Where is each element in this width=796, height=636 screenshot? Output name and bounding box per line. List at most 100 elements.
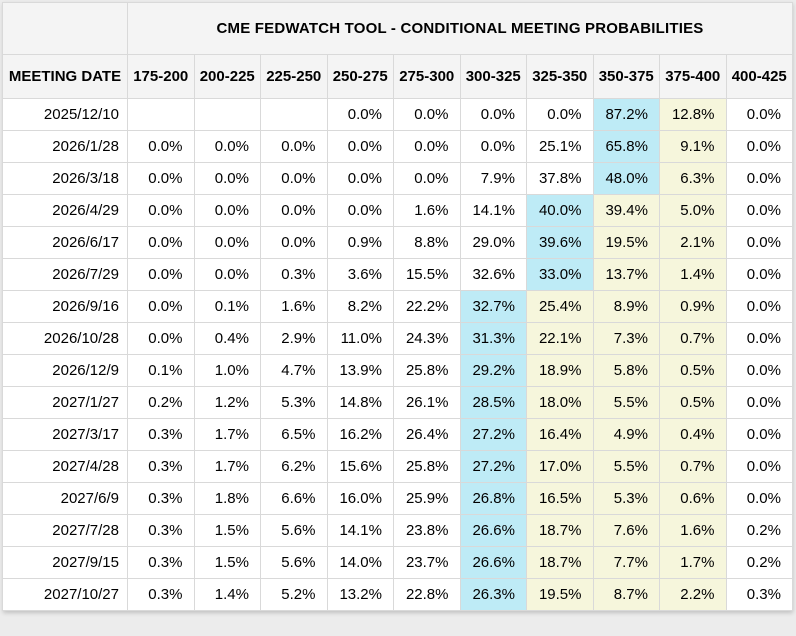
probability-cell: 0.0% [725,418,793,451]
probability-cell: 0.0% [127,258,195,291]
conditional-meeting-probabilities-table: CME FEDWATCH TOOL - CONDITIONAL MEETING … [2,2,793,611]
table-row: 2026/6/17 0.0% 0.0% 0.0% 0.9% 8.8% 29.0% 39.6% 1… [2,226,793,259]
rate-range-header: 175-200 [127,54,195,99]
probability-cell: 16.4% [526,418,594,451]
meeting-date-cell: 2026/12/9 [2,354,128,387]
table-row: 2026/1/28 0.0% 0.0% 0.0% 0.0% 0.0% 0.0% 25.1% 65… [2,130,793,163]
probability-cell: 0.0% [193,130,261,163]
probability-cell: 0.0% [725,162,793,195]
probability-cell [260,98,328,131]
meeting-date-cell: 2027/4/28 [2,450,128,483]
probability-cell: 31.3% [459,322,527,355]
probability-cell: 32.7% [459,290,527,323]
probability-cell: 1.4% [193,578,261,611]
meeting-date-cell: 2027/7/28 [2,514,128,547]
meeting-date-cell: 2027/6/9 [2,482,128,515]
probability-cell: 25.9% [393,482,461,515]
probability-cell: 13.9% [326,354,394,387]
probability-cell: 0.2% [725,546,793,579]
probability-cell: 1.5% [193,514,261,547]
probability-cell: 12.8% [659,98,727,131]
probability-cell: 0.2% [127,386,195,419]
probability-cell: 0.2% [725,514,793,547]
meeting-date-cell: 2025/12/10 [2,98,128,131]
meeting-date-cell: 2026/3/18 [2,162,128,195]
probability-cell: 0.0% [393,130,461,163]
rate-range-header: 275-300 [393,54,461,99]
probability-cell: 26.6% [459,514,527,547]
probability-cell: 4.9% [592,418,660,451]
probability-cell: 0.0% [127,290,195,323]
probability-cell: 1.7% [193,450,261,483]
probability-cell: 5.8% [592,354,660,387]
probability-cell: 0.0% [193,258,261,291]
probability-cell: 23.7% [393,546,461,579]
probability-cell: 14.1% [326,514,394,547]
probability-cell: 28.5% [459,386,527,419]
probability-cell: 18.7% [526,514,594,547]
table-row: 2026/4/29 0.0% 0.0% 0.0% 0.0% 1.6% 14.1% 40.0% 3… [2,194,793,227]
probability-cell: 5.5% [592,450,660,483]
probability-cell: 0.0% [193,226,261,259]
probability-cell: 0.9% [326,226,394,259]
probability-cell: 0.1% [127,354,195,387]
probability-cell: 16.0% [326,482,394,515]
probability-cell: 1.6% [659,514,727,547]
probability-cell [127,98,195,131]
probability-cell: 0.7% [659,322,727,355]
probability-cell: 0.9% [659,290,727,323]
probability-cell: 0.0% [127,322,195,355]
probability-cell: 0.0% [725,226,793,259]
probability-cell: 0.6% [659,482,727,515]
probability-cell: 16.2% [326,418,394,451]
probability-cell: 0.3% [127,546,195,579]
probability-cell: 0.5% [659,354,727,387]
probability-cell: 7.6% [592,514,660,547]
probability-cell: 0.0% [326,162,394,195]
probability-cell: 32.6% [459,258,527,291]
table-head: CME FEDWATCH TOOL - CONDITIONAL MEETING … [2,2,793,99]
probability-cell: 0.5% [659,386,727,419]
probability-cell: 15.6% [326,450,394,483]
probability-cell: 0.3% [127,514,195,547]
probability-cell: 0.0% [725,386,793,419]
probability-cell: 0.0% [193,194,261,227]
probability-cell: 0.0% [725,290,793,323]
table-row: 2026/9/16 0.0% 0.1% 1.6% 8.2% 22.2% 32.7% 25.4%… [2,290,793,323]
probability-cell: 29.2% [459,354,527,387]
probability-cell: 40.0% [526,194,594,227]
table-row: 2027/7/28 0.3% 1.5% 5.6% 14.1% 23.8% 26.6% 18.7… [2,514,793,547]
probability-cell: 2.2% [659,578,727,611]
meeting-date-cell: 2026/10/28 [2,322,128,355]
probability-cell: 5.2% [260,578,328,611]
probability-cell: 7.9% [459,162,527,195]
probability-cell: 0.0% [725,354,793,387]
probability-cell: 1.6% [393,194,461,227]
probability-cell: 0.0% [260,162,328,195]
probability-cell: 1.7% [193,418,261,451]
probability-cell: 16.5% [526,482,594,515]
probability-cell: 19.5% [592,226,660,259]
corner-cell [2,2,128,55]
probability-cell: 0.0% [725,450,793,483]
probability-cell: 14.0% [326,546,394,579]
probability-cell: 0.3% [127,450,195,483]
probability-cell: 5.5% [592,386,660,419]
probability-cell: 19.5% [526,578,594,611]
probability-cell: 0.0% [127,162,195,195]
probability-cell: 26.3% [459,578,527,611]
probability-cell: 7.3% [592,322,660,355]
probability-cell: 48.0% [592,162,660,195]
probability-cell: 39.4% [592,194,660,227]
table-row: 2025/12/10 0.0% 0.0% 0.0% 0.0% 87.2% 12.8% 0.0% [2,98,793,131]
probability-cell: 26.6% [459,546,527,579]
probability-cell: 5.0% [659,194,727,227]
probability-cell: 0.0% [725,482,793,515]
probability-cell: 0.0% [725,322,793,355]
probability-cell: 0.3% [127,578,195,611]
probability-cell: 14.8% [326,386,394,419]
title-row: CME FEDWATCH TOOL - CONDITIONAL MEETING … [2,2,793,55]
rate-range-header: 400-425 [725,54,793,99]
probability-cell: 14.1% [459,194,527,227]
